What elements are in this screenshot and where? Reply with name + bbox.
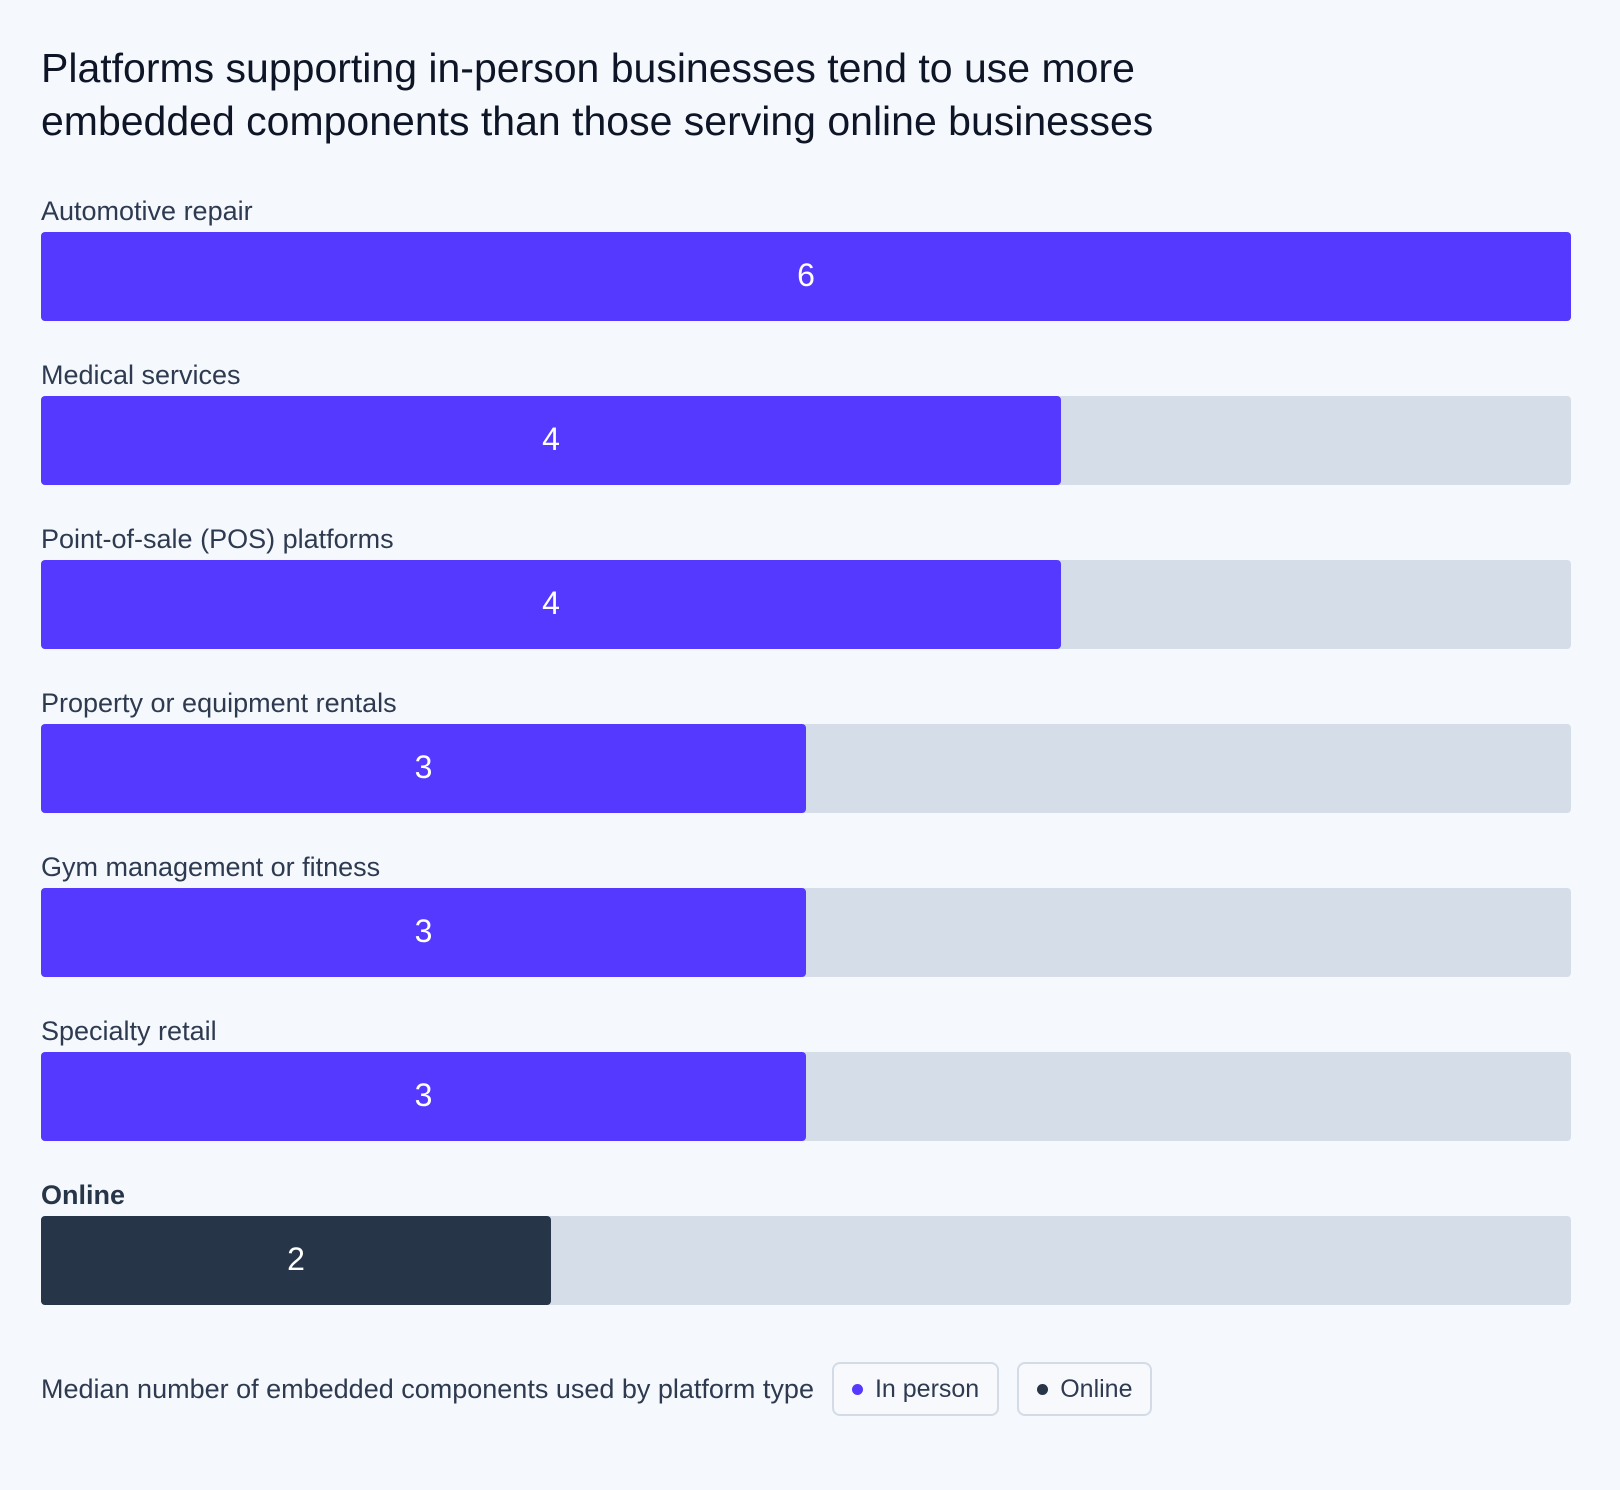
caption: Median number of embedded components use…	[41, 1373, 814, 1404]
value-label: 4	[542, 585, 560, 621]
legend-swatch	[1037, 1383, 1049, 1395]
category-label: Automotive repair	[41, 196, 253, 226]
bar	[41, 560, 1061, 649]
value-label: 2	[287, 1241, 305, 1277]
legend-item[interactable]: In person	[831, 1362, 1000, 1416]
chart-title: Platforms supporting in-person businesse…	[41, 45, 1154, 144]
value-label: 3	[415, 1077, 433, 1113]
value-label: 3	[415, 749, 433, 785]
category-label: Point-of-sale (POS) platforms	[41, 524, 394, 554]
value-label: 6	[797, 257, 815, 293]
value-label: 3	[415, 913, 433, 949]
legend-swatch	[851, 1383, 863, 1395]
chart: Automotive repair 6 Medical services 4 Point…	[41, 196, 1571, 1305]
legend-label: In person	[874, 1374, 980, 1403]
category-label: Property or equipment rentals	[41, 688, 397, 718]
bar	[41, 888, 806, 977]
legend-label: Online	[1060, 1374, 1133, 1403]
legend-item[interactable]: Online	[1017, 1362, 1153, 1416]
bar	[41, 396, 1061, 485]
bar	[41, 724, 806, 813]
category-label: Online	[41, 1180, 125, 1210]
category-label: Medical services	[41, 360, 241, 390]
category-label: Gym management or fitness	[41, 852, 380, 882]
footer: Median number of embedded components use…	[41, 1362, 1153, 1416]
bar	[41, 232, 1571, 321]
bar	[41, 1052, 806, 1141]
bar	[41, 1216, 551, 1305]
value-label: 4	[542, 421, 560, 457]
category-label: Specialty retail	[41, 1016, 217, 1046]
